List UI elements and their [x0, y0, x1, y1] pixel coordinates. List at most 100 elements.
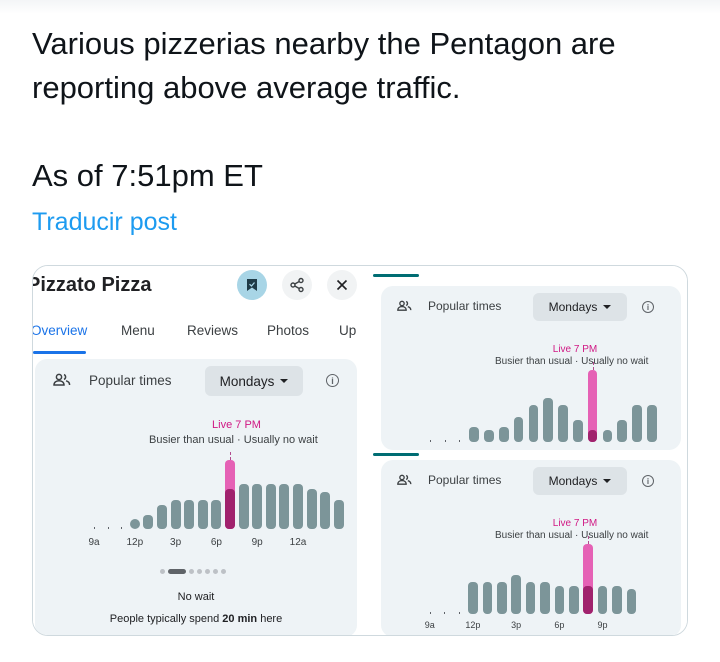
chart-bar[interactable] — [573, 420, 583, 442]
chart-bar[interactable] — [197, 500, 208, 529]
chart-empty-tick — [429, 440, 431, 442]
day-dropdown[interactable]: Mondays — [205, 366, 303, 396]
pager-dot[interactable] — [205, 569, 210, 574]
place-title: Pizzato Pizza — [32, 274, 152, 296]
chart-live-bar[interactable] — [225, 460, 235, 529]
maps-place-panel: Pizzato Pizza Overview Menu Reviews Phot… — [32, 266, 363, 635]
chart-bar[interactable] — [469, 427, 479, 442]
chart-bar[interactable] — [306, 489, 317, 529]
wait-status: No wait — [177, 591, 215, 603]
busier-status: Busier than usual · Usually no wait — [495, 530, 649, 541]
top-fade — [0, 0, 720, 14]
chart-bar[interactable] — [484, 430, 494, 442]
chart-axis-label: 12p — [126, 537, 144, 548]
chart-bar[interactable] — [540, 582, 550, 614]
chart-bar[interactable] — [468, 582, 478, 614]
tab-menu[interactable]: Menu — [121, 323, 155, 338]
tweet-line: Various pizzerias nearby the Pentagon ar… — [32, 26, 616, 61]
chart-bar[interactable] — [157, 505, 167, 529]
chart-bar[interactable] — [279, 484, 290, 529]
live-label: Live 7 PM — [552, 344, 598, 355]
pager-dot[interactable] — [221, 569, 226, 574]
info-icon[interactable]: i — [642, 475, 654, 487]
chart-pager[interactable] — [160, 569, 226, 574]
chart-empty-tick — [429, 612, 431, 614]
chart-bar[interactable] — [525, 582, 536, 614]
chart-axis-label: 9p — [251, 537, 263, 548]
chart-empty-tick — [107, 527, 109, 529]
chart-bar[interactable] — [647, 405, 657, 442]
info-icon[interactable]: i — [326, 374, 339, 387]
chart-bar[interactable] — [612, 586, 622, 614]
popular-times-card: Popular times Mondays i Live 7 PM Busier… — [35, 359, 357, 635]
chart-bar[interactable] — [513, 417, 524, 442]
day-dropdown[interactable]: Mondays — [533, 467, 627, 495]
chart-bar[interactable] — [602, 430, 613, 442]
chart-bar[interactable] — [499, 427, 509, 442]
chart-bar[interactable] — [129, 519, 140, 529]
chart-empty-tick — [459, 440, 461, 442]
people-icon — [53, 373, 71, 386]
chart-bar[interactable] — [482, 582, 493, 614]
chart-bar[interactable] — [265, 484, 276, 529]
chart-axis-label: 12p — [465, 620, 481, 630]
visit-duration-prefix: People typically spend — [109, 613, 223, 625]
chart-empty-tick — [458, 612, 460, 614]
live-label: Live 7 PM — [552, 518, 598, 529]
chart-bar[interactable] — [170, 500, 181, 529]
chart-live-bar[interactable] — [587, 370, 598, 442]
pager-dot[interactable] — [197, 569, 202, 574]
popular-times-card: Popular times Mondays i Live 7 PM Busier… — [381, 286, 681, 450]
chart-live-bar[interactable] — [583, 544, 593, 614]
day-dropdown[interactable]: Mondays — [533, 293, 627, 321]
translate-post-link[interactable]: Traducir post — [32, 208, 177, 236]
chart-bar[interactable] — [511, 575, 521, 614]
chart-bar[interactable] — [597, 586, 608, 614]
caret-down-icon — [280, 379, 289, 383]
chart-axis-label: 9a — [88, 537, 100, 548]
busier-status: Busier than usual · Usually no wait — [149, 434, 318, 446]
people-icon — [397, 300, 412, 311]
info-icon[interactable]: i — [642, 301, 654, 313]
pager-dot[interactable] — [213, 569, 218, 574]
day-dropdown-value: Mondays — [548, 300, 598, 314]
chart-bar[interactable] — [238, 484, 249, 529]
tweet-media[interactable]: Pizzato Pizza Overview Menu Reviews Phot… — [32, 265, 688, 636]
tab-indicator — [373, 453, 419, 456]
pager-dot-active[interactable] — [168, 569, 186, 574]
chart-bar[interactable] — [320, 492, 331, 529]
chart-live-marker — [230, 452, 231, 460]
close-icon — [336, 279, 348, 291]
pager-dot[interactable] — [160, 569, 165, 574]
chart-bar[interactable] — [558, 405, 568, 442]
chart-axis-label: 6p — [554, 620, 565, 630]
chart-bar[interactable] — [293, 484, 303, 529]
tab-indicator — [373, 274, 419, 277]
tab-updates[interactable]: Up — [339, 323, 357, 338]
tweet-line: reporting above average traffic. — [32, 70, 461, 105]
chart-bar[interactable] — [632, 405, 642, 442]
chart-bar[interactable] — [528, 405, 539, 442]
chart-bar[interactable] — [617, 420, 627, 442]
chart-bar[interactable] — [626, 589, 637, 614]
chart-bar[interactable] — [184, 500, 195, 529]
chart-axis-label: 12a — [289, 537, 307, 548]
chart-bar[interactable] — [554, 586, 565, 614]
chart-bar[interactable] — [143, 515, 154, 529]
pager-dot[interactable] — [189, 569, 194, 574]
chart-bar[interactable] — [333, 500, 344, 529]
close-button[interactable] — [327, 270, 357, 300]
chart-axis-label: 6p — [210, 537, 222, 548]
share-button[interactable] — [282, 270, 312, 300]
caret-down-icon — [603, 479, 612, 483]
save-button[interactable] — [237, 270, 267, 300]
tab-photos[interactable]: Photos — [267, 323, 310, 338]
chart-bar[interactable] — [543, 398, 553, 442]
chart-bar[interactable] — [569, 586, 579, 614]
chart-bar[interactable] — [252, 484, 263, 529]
chart-empty-tick — [444, 440, 446, 442]
tab-reviews[interactable]: Reviews — [187, 323, 239, 338]
tab-overview[interactable]: Overview — [33, 323, 88, 338]
chart-bar[interactable] — [211, 500, 222, 529]
chart-bar[interactable] — [497, 582, 507, 614]
